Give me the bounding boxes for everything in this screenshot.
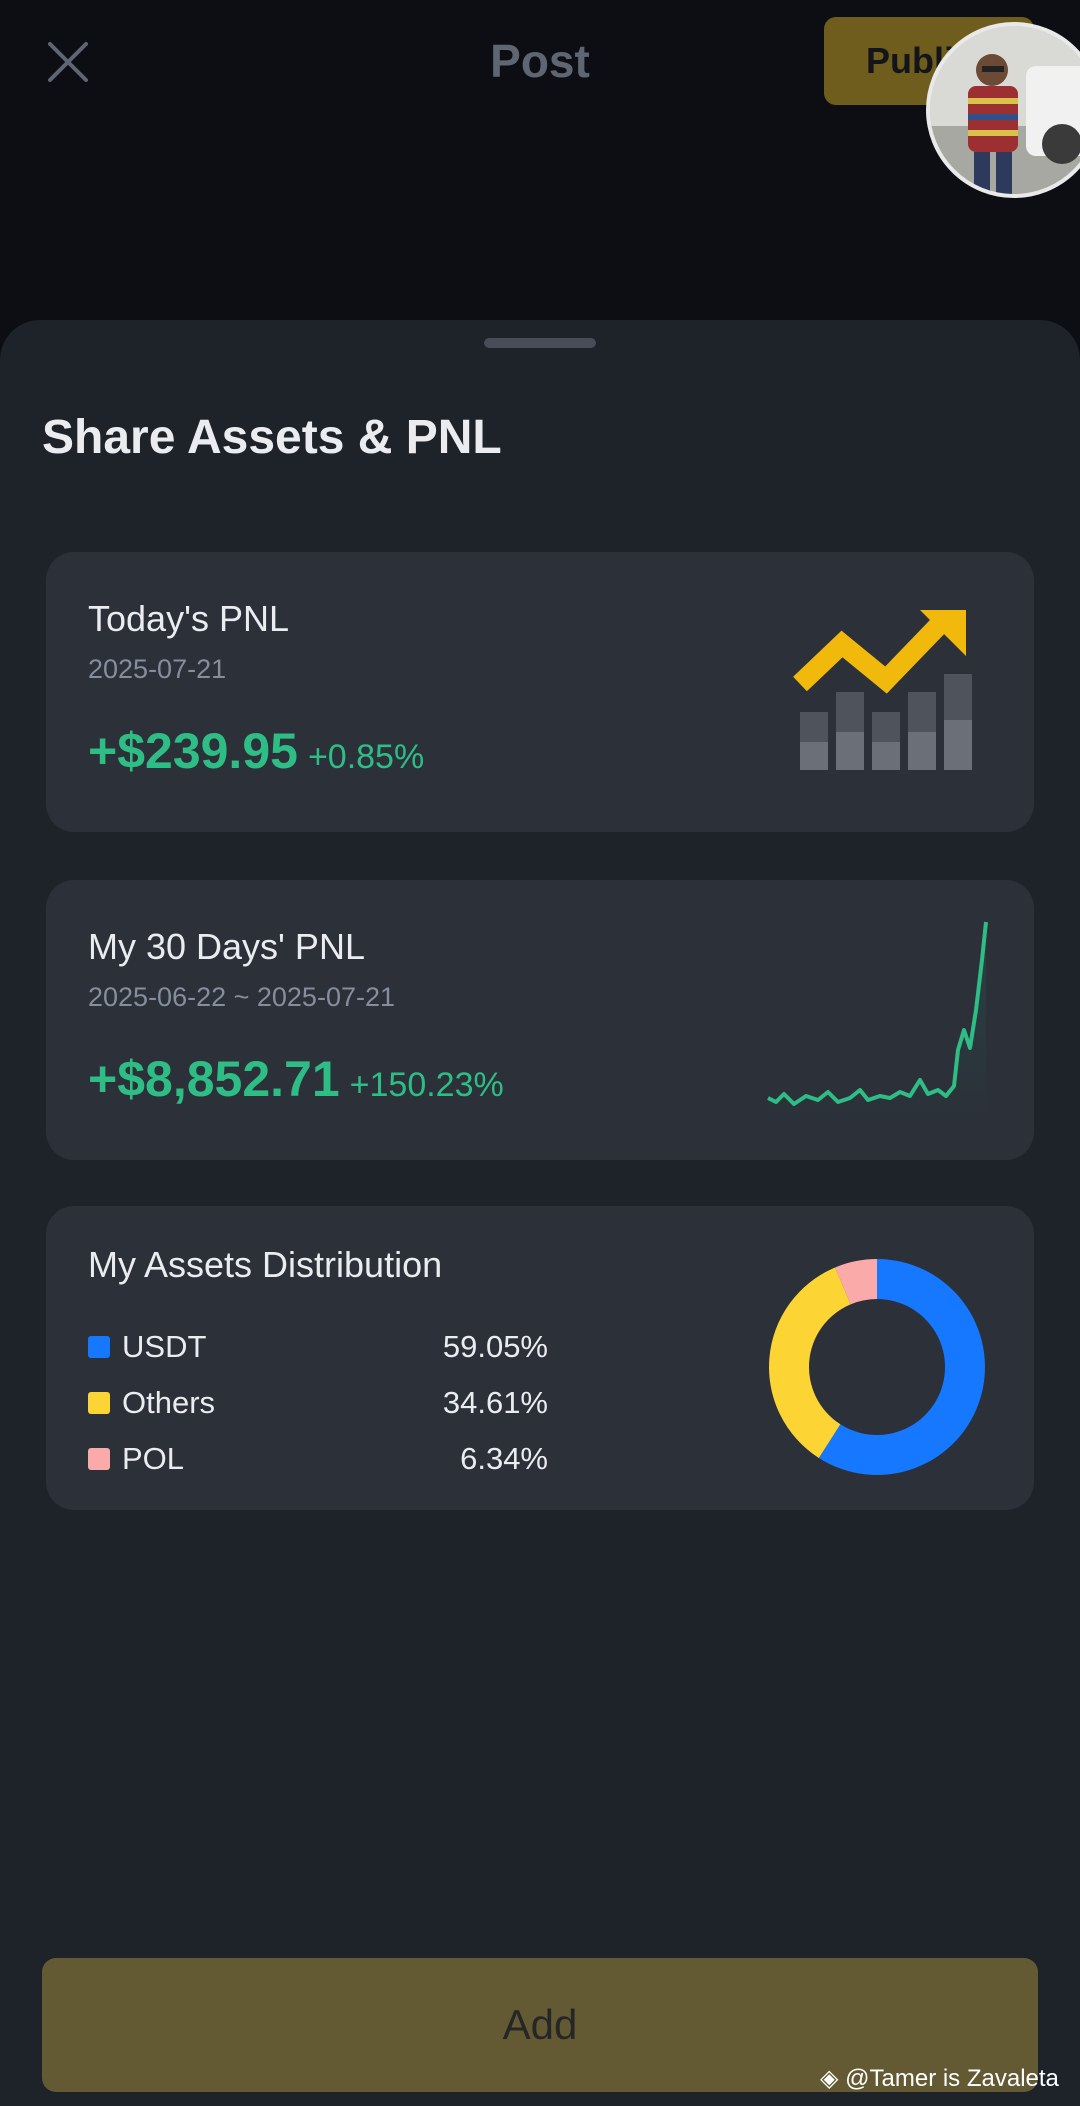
today-pnl-card[interactable]: Today's PNL 2025-07-21 +$239.95 +0.85%: [46, 552, 1034, 832]
close-button[interactable]: [42, 36, 94, 88]
pnl-value: +$8,852.71: [88, 1051, 340, 1107]
card-title: My 30 Days' PNL: [88, 926, 365, 967]
legend-item-pol: POL 6.34%: [88, 1438, 548, 1482]
avatar[interactable]: [926, 22, 1080, 198]
sheet-title: Share Assets & PNL: [42, 411, 502, 464]
card-date-range: 2025-06-22 ~ 2025-07-21: [88, 982, 395, 1012]
legend-swatch: [88, 1392, 110, 1414]
card-date: 2025-07-21: [88, 654, 227, 684]
legend-swatch: [88, 1448, 110, 1470]
pnl-value: +$239.95: [88, 723, 298, 779]
assets-donut-chart: [769, 1259, 985, 1475]
page-title: Post: [490, 35, 590, 87]
top-bar: Post Publish: [0, 0, 1080, 130]
card-title: My Assets Distribution: [88, 1244, 443, 1285]
legend-swatch: [88, 1336, 110, 1358]
binance-logo-icon: ◈: [820, 2065, 839, 2092]
thirty-day-pnl-card[interactable]: My 30 Days' PNL 2025-06-22 ~ 2025-07-21 …: [46, 880, 1034, 1160]
legend-item-usdt: USDT 59.05%: [88, 1326, 548, 1370]
donut-slice-usdt: [818, 1259, 985, 1475]
share-sheet: Share Assets & PNL Today's PNL 2025-07-2…: [0, 320, 1080, 2106]
donut-slice-others: [769, 1267, 851, 1459]
card-title: Today's PNL: [88, 598, 289, 639]
donut-slice-pol: [835, 1259, 877, 1305]
avatar-photo-icon: [930, 26, 1080, 194]
legend-item-others: Others 34.61%: [88, 1382, 548, 1426]
growth-chart-icon: [793, 610, 972, 770]
legend-percent: 6.34%: [460, 1441, 548, 1476]
legend-name: Others: [122, 1385, 216, 1420]
pnl-amount: +$8,852.71 +150.23%: [88, 1050, 504, 1108]
legend-percent: 34.61%: [442, 1385, 548, 1420]
watermark: ◈ @Tamer is Zavaleta: [820, 2064, 1059, 2093]
legend-name: POL: [122, 1441, 185, 1476]
add-button[interactable]: Add: [42, 1958, 1038, 2092]
legend-percent: 59.05%: [442, 1329, 548, 1364]
assets-distribution-card[interactable]: My Assets Distribution USDT 59.05% Other…: [46, 1206, 1034, 1510]
pnl-amount: +$239.95 +0.85%: [88, 722, 424, 780]
pnl-sparkline-icon: [767, 921, 988, 1130]
close-icon: [48, 42, 88, 82]
drag-handle[interactable]: [484, 338, 596, 348]
watermark-text: @Tamer is Zavaleta: [845, 2065, 1059, 2092]
pnl-percent: +150.23%: [349, 1066, 504, 1104]
pnl-percent: +0.85%: [307, 738, 425, 776]
legend-name: USDT: [122, 1329, 207, 1364]
